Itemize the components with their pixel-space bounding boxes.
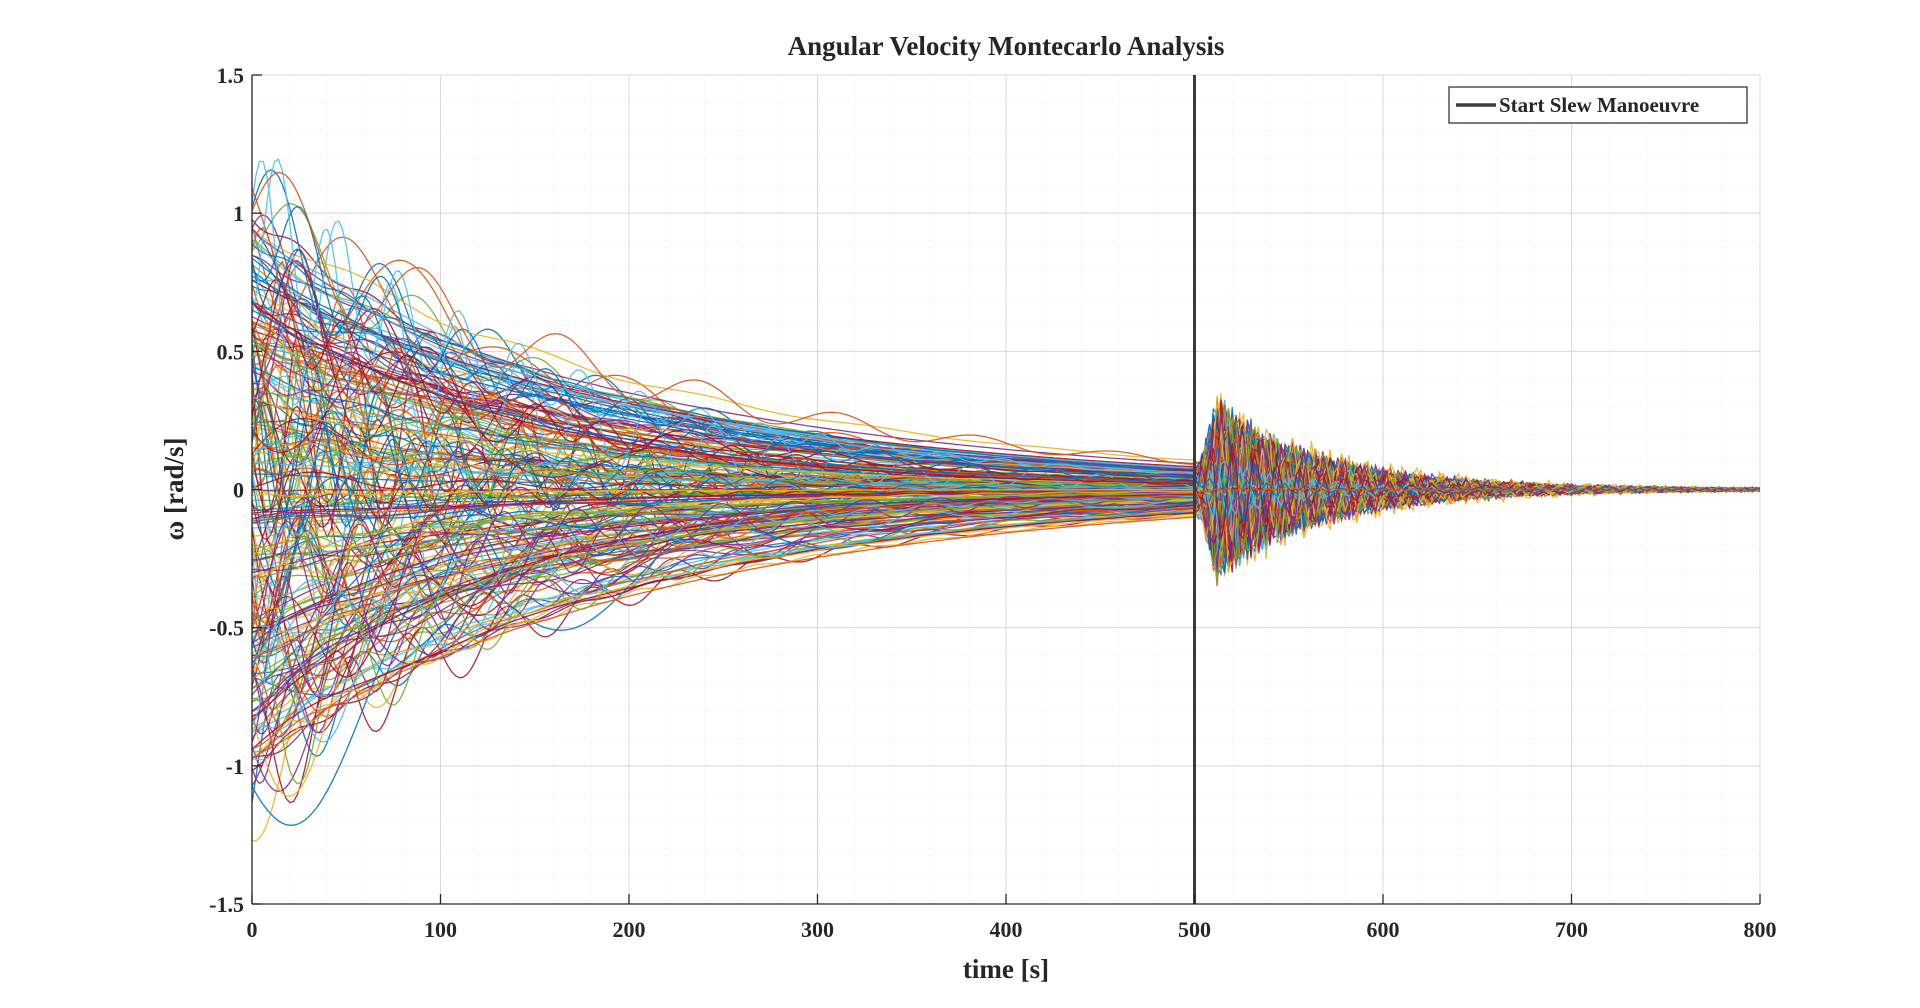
- axes-group: [251, 74, 1761, 905]
- x-axis-label: time [s]: [963, 954, 1049, 984]
- y-tick-labels: -1.5 -1 -0.5 0 0.5 1 1.5: [209, 63, 244, 917]
- y-tick-label: -1: [226, 754, 244, 779]
- x-tick-label: 100: [424, 917, 457, 942]
- x-tick-label: 700: [1555, 917, 1588, 942]
- x-tick-label: 800: [1744, 917, 1777, 942]
- legend-label: Start Slew Manoeuvre: [1499, 93, 1699, 117]
- legend-box: [1448, 86, 1748, 124]
- mc-series-line: [252, 487, 1760, 660]
- y-tick-label: 1.5: [217, 63, 245, 88]
- y-tick-label: -1.5: [209, 892, 244, 917]
- mc-series-line: [252, 257, 1760, 502]
- x-tick-label: 600: [1367, 917, 1400, 942]
- mc-series-line: [252, 418, 1760, 664]
- y-tick-label: 1: [233, 201, 244, 226]
- x-tick-label: 300: [801, 917, 834, 942]
- x-tick-labels: 0 100 200 300 400 500 600 700 800: [247, 917, 1777, 942]
- x-tick-label: 200: [613, 917, 646, 942]
- legend: Start Slew Manoeuvre: [1448, 86, 1748, 124]
- mc-series-line: [252, 396, 1760, 542]
- x-tick-label: 0: [247, 917, 258, 942]
- series-group: [252, 158, 1760, 842]
- y-tick-label: 0: [233, 478, 244, 503]
- y-tick-label: 0.5: [217, 339, 245, 364]
- x-tick-label: 400: [990, 917, 1023, 942]
- x-tick-label: 500: [1178, 917, 1211, 942]
- y-tick-label: -0.5: [209, 616, 244, 641]
- mc-series-line: [252, 406, 1760, 785]
- y-axis-label: ω [rad/s]: [159, 438, 189, 541]
- chart-title: Angular Velocity Montecarlo Analysis: [788, 31, 1225, 61]
- mc-series-line: [252, 414, 1760, 645]
